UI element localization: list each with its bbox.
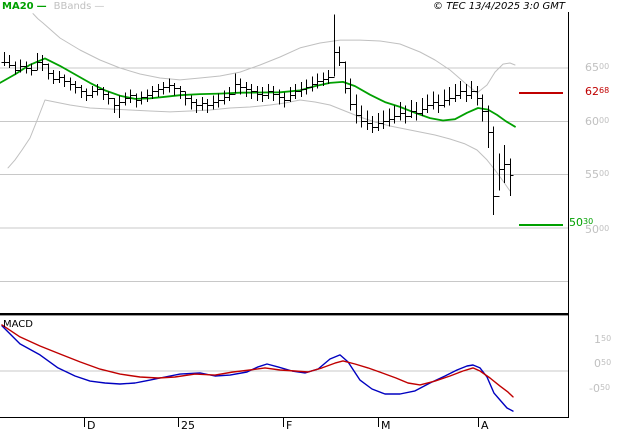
legend-ma20-swatch: —	[36, 1, 47, 12]
price-label-6268: 6268	[585, 85, 610, 98]
price-label-5030: 5030	[569, 216, 594, 229]
macd-panel-top-border	[0, 313, 569, 316]
time-tick-label-A: A	[481, 419, 489, 432]
bollinger-lower-line	[7, 99, 511, 192]
time-tick-label-M: M	[381, 419, 391, 432]
legend-bbands-label: BBands	[53, 1, 92, 12]
price-label-5000: 5000	[585, 223, 610, 236]
candles	[1, 14, 514, 216]
price-label-5500: 5500	[585, 168, 610, 181]
time-tick-label-25: 25	[181, 419, 195, 432]
legend-ma20-label: MA20	[2, 1, 34, 12]
time-tick-label-D: D	[87, 419, 96, 432]
bollinger-upper-line	[32, 13, 516, 94]
macd-axis-label-150: 150	[594, 333, 612, 346]
legend-bbands-swatch: —	[94, 1, 105, 12]
macd-axis-label-050: 050	[594, 357, 612, 370]
macd-panel-label: MACD	[3, 319, 33, 330]
macd-axis-label--050: -050	[589, 382, 611, 395]
price-label-6000: 6000	[585, 115, 610, 128]
copyright-timestamp: © TEC 13/4/2025 3:0 GMT	[433, 1, 565, 12]
macd-curve	[1, 325, 514, 412]
price-label-6500: 6500	[585, 61, 610, 74]
chart-legend: MA20— BBands —	[2, 1, 104, 13]
time-tick-label-F: F	[286, 419, 293, 432]
signal-curve	[1, 324, 514, 398]
